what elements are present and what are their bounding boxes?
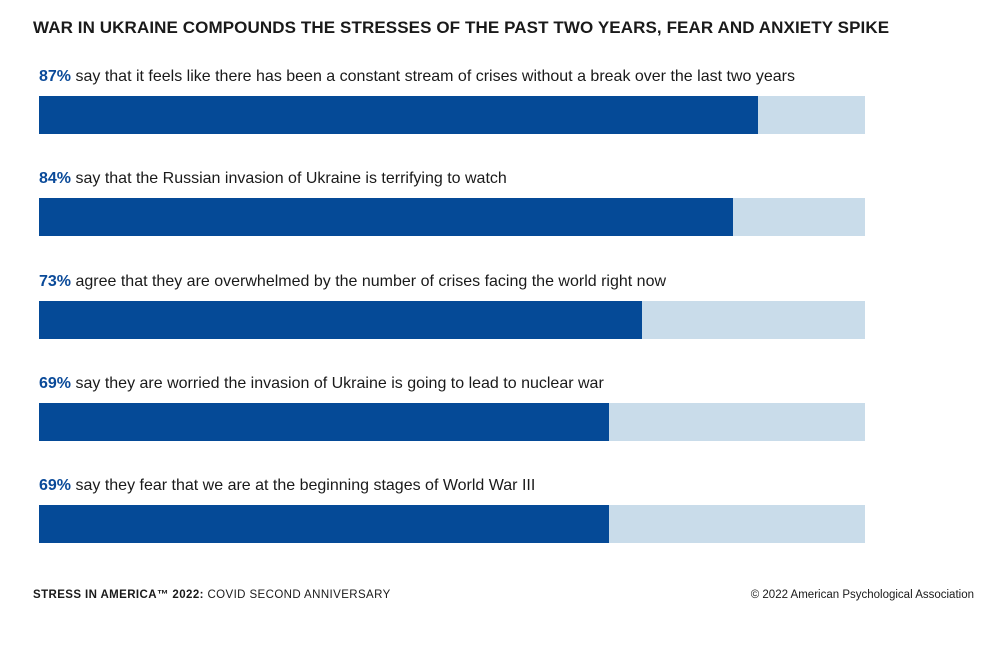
bar-track — [39, 301, 865, 339]
source-note: STRESS IN AMERICA™ 2022: COVID SECOND AN… — [33, 589, 391, 601]
bar-value-label: 69% — [39, 375, 72, 392]
bar-category-text: say that it feels like there has been a … — [75, 68, 795, 85]
chart-title: WAR IN UKRAINE COMPOUNDS THE STRESSES OF… — [33, 18, 890, 37]
bar-row: 73% agree that they are overwhelmed by t… — [39, 271, 865, 339]
bar-track — [39, 198, 865, 236]
bar-label: 84% say that the Russian invasion of Ukr… — [39, 168, 865, 190]
bar-value-label: 73% — [39, 273, 72, 290]
bar-category-text: agree that they are overwhelmed by the n… — [75, 273, 667, 290]
source-report-subtitle: COVID SECOND ANNIVERSARY — [207, 589, 391, 601]
copyright-note: © 2022 American Psychological Associatio… — [750, 589, 974, 601]
bar-category-text: say that the Russian invasion of Ukraine… — [75, 170, 507, 187]
bar-track — [39, 96, 865, 134]
bar-value-label: 84% — [39, 170, 72, 187]
bar-row: 87% say that it feels like there has bee… — [39, 66, 865, 134]
bar-label: 69% say they are worried the invasion of… — [39, 373, 865, 395]
bar-row: 69% say they fear that we are at the beg… — [39, 475, 865, 543]
bar-row: 69% say they are worried the invasion of… — [39, 373, 865, 441]
bar — [39, 198, 733, 236]
bar — [39, 505, 609, 543]
bar-label: 73% agree that they are overwhelmed by t… — [39, 271, 865, 293]
bar-track — [39, 403, 865, 441]
bar-value-label: 69% — [39, 477, 72, 494]
bar-category-text: say they fear that we are at the beginni… — [75, 477, 536, 494]
bar-row: 84% say that the Russian invasion of Ukr… — [39, 168, 865, 236]
bar-label: 69% say they fear that we are at the beg… — [39, 475, 865, 497]
bar-label: 87% say that it feels like there has bee… — [39, 66, 865, 88]
bar-value-label: 87% — [39, 68, 72, 85]
bar-category-text: say they are worried the invasion of Ukr… — [75, 375, 604, 392]
source-report-name: STRESS IN AMERICA™ 2022: — [33, 589, 204, 601]
bar — [39, 403, 609, 441]
bar — [39, 301, 642, 339]
bar-track — [39, 505, 865, 543]
bar — [39, 96, 758, 134]
